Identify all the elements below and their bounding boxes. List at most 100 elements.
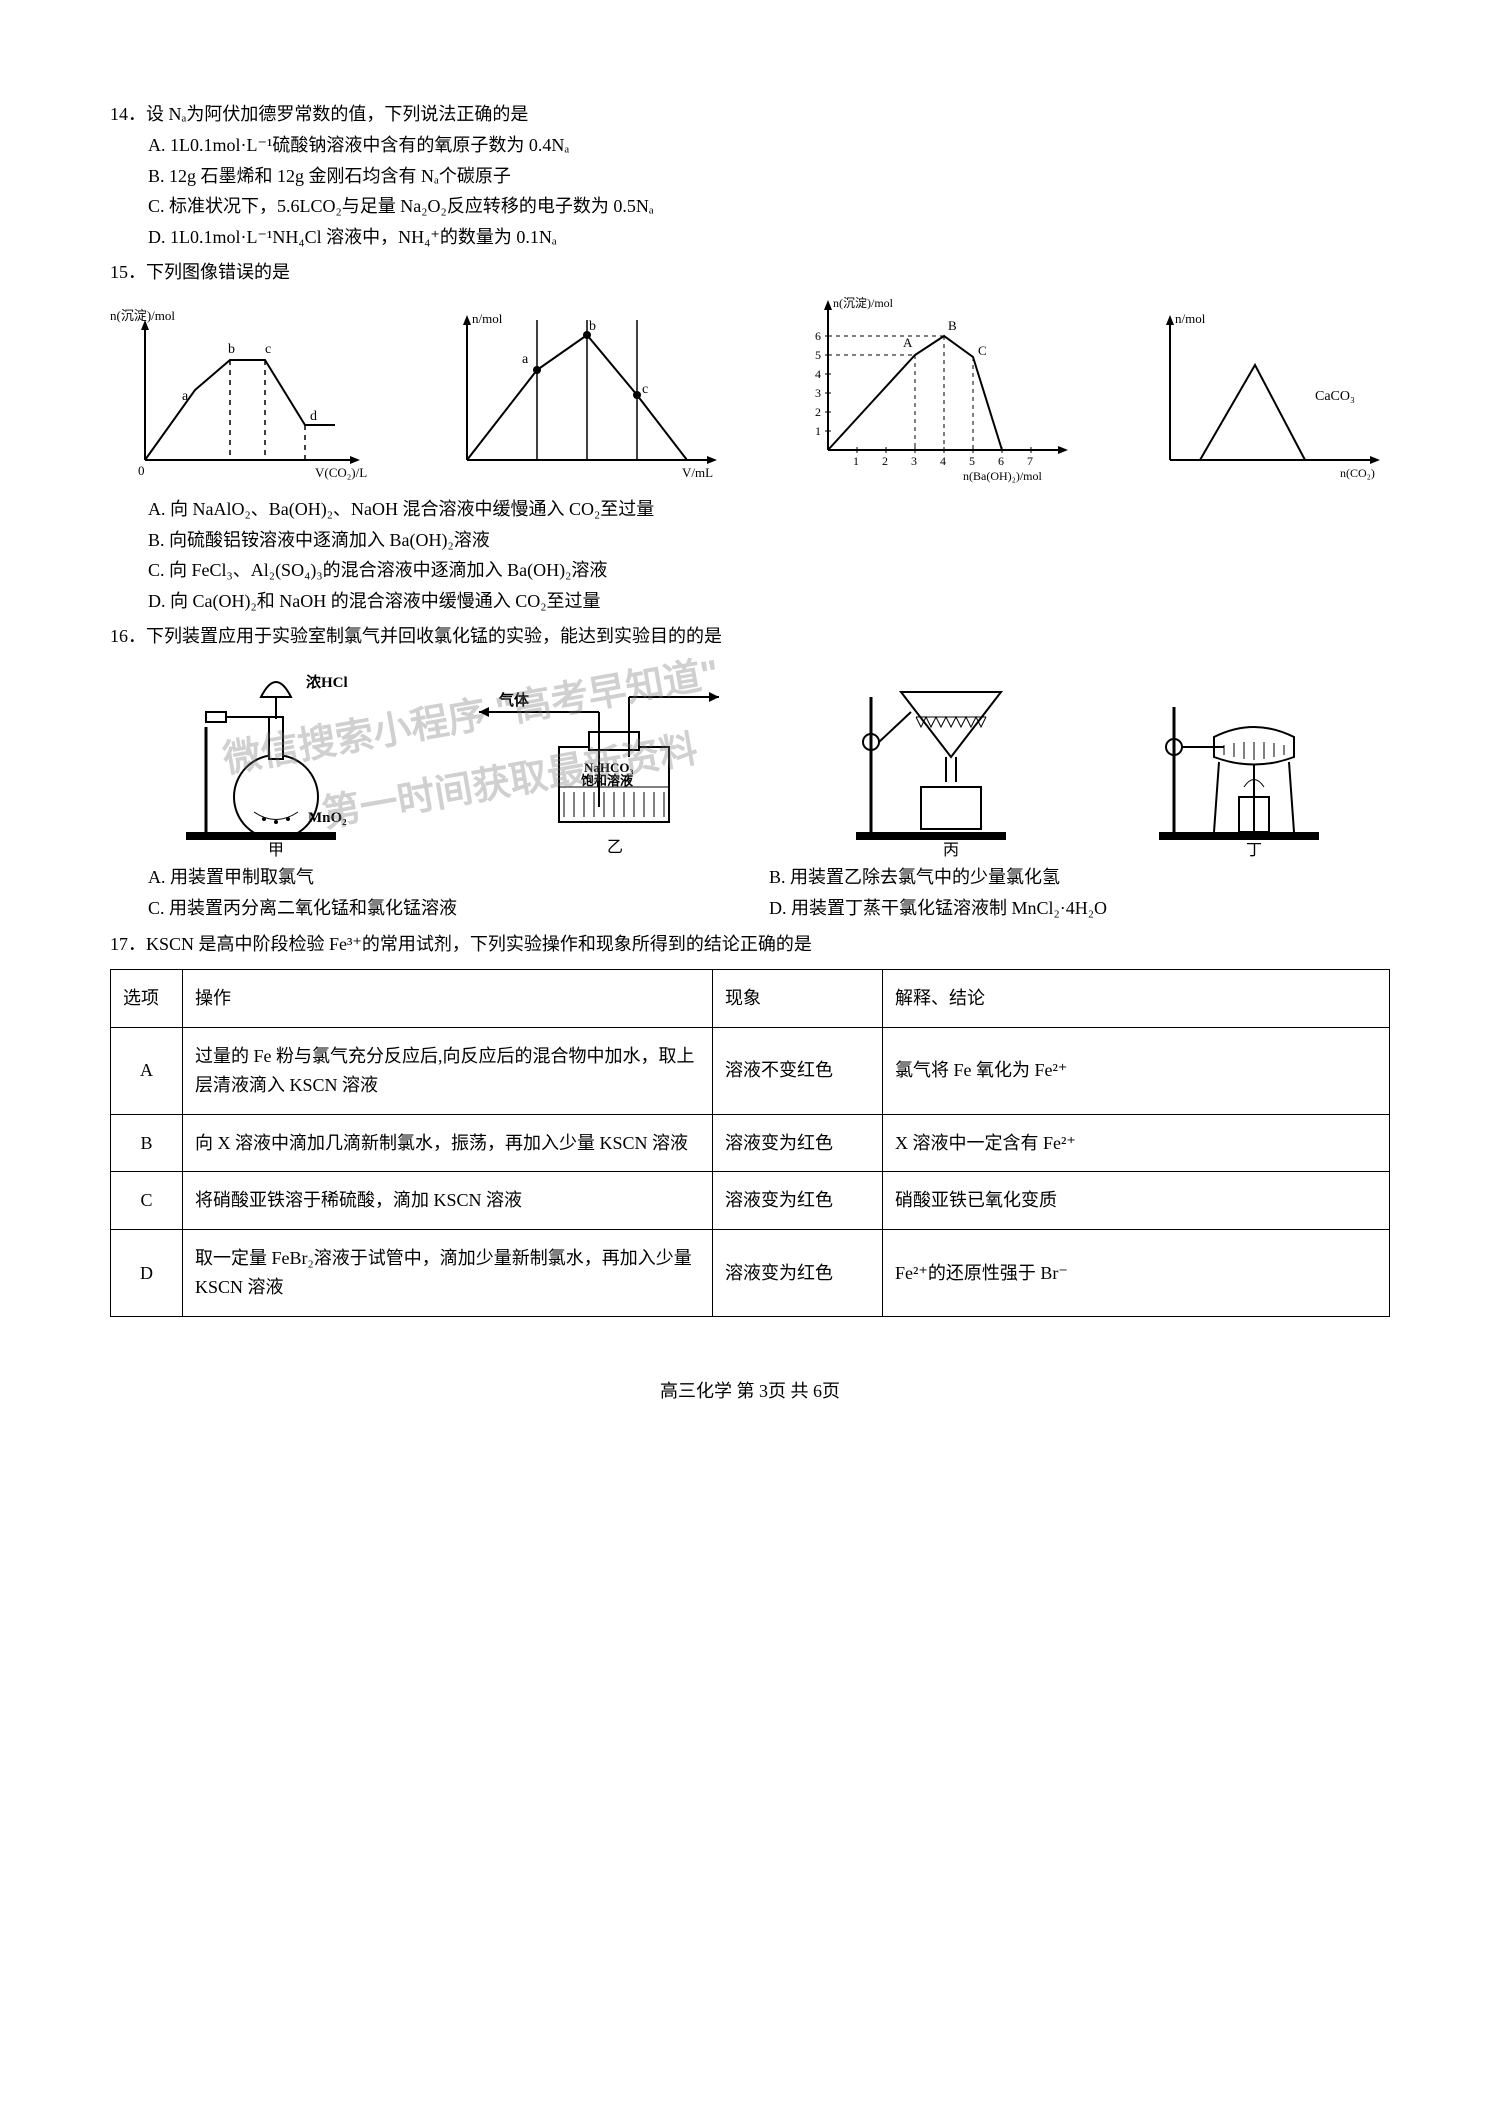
th-concl: 解释、结论: [883, 970, 1390, 1028]
q15-options: A. 向 NaAlO₂、Ba(OH)₂、NaOH 混合溶液中缓慢通入 CO₂至过…: [110, 495, 1390, 616]
q15-text: 下列图像错误的是: [146, 262, 290, 282]
table-row: D 取一定量 FeBr₂溶液于试管中，滴加少量新制氯水，再加入少量 KSCN 溶…: [111, 1230, 1390, 1317]
chart-a-svg: n(沉淀)/mol V(CO₂)/L a b c d 0: [110, 305, 370, 485]
q14-opt-a: A. 1L0.1mol·L⁻¹硫酸钠溶液中含有的氧原子数为 0.4Nₐ: [148, 131, 1390, 160]
svg-text:1: 1: [853, 454, 859, 468]
q17-text: KSCN 是高中阶段检验 Fe³⁺的常用试剂，下列实验操作和现象所得到的结论正确…: [146, 934, 812, 954]
svg-text:3: 3: [911, 454, 917, 468]
q15-chart-row: n(沉淀)/mol V(CO₂)/L a b c d 0 n/mol: [110, 295, 1390, 485]
q14-stem: 14．设 Nₐ为阿伏加德罗常数的值，下列说法正确的是: [110, 100, 1390, 129]
svg-text:0: 0: [138, 463, 145, 478]
svg-text:3: 3: [815, 386, 821, 400]
q16-opt-b: B. 用装置乙除去氯气中的少量氯化氢: [769, 863, 1390, 892]
chart-c-svg: n(沉淀)/mol n(Ba(OH)₂)/mol 1 2 3 4 5 6 1 2…: [783, 295, 1083, 485]
svg-text:5: 5: [815, 348, 821, 362]
chart-d-annot: CaCO₃: [1315, 389, 1355, 404]
chart-c-label-B: B: [948, 318, 957, 333]
q14-opt-b: B. 12g 石墨烯和 12g 金刚石均含有 Nₐ个碳原子: [148, 162, 1390, 191]
chart-d-ylabel: n/mol: [1175, 311, 1206, 326]
label-hcl: 浓HCl: [306, 674, 348, 691]
q15-opt-a: A. 向 NaAlO₂、Ba(OH)₂、NaOH 混合溶液中缓慢通入 CO₂至过…: [148, 495, 1390, 524]
svg-text:1: 1: [815, 424, 821, 438]
chart-a-label-d: d: [310, 409, 317, 424]
q15-chart-d: n/mol n(CO₂) CaCO₃: [1140, 305, 1390, 485]
q17-num: 17．: [110, 934, 146, 954]
cell-c-op: 将硝酸亚铁溶于稀硫酸，滴加 KSCN 溶液: [183, 1172, 713, 1230]
chart-a-label-c: c: [265, 342, 271, 357]
q15-stem: 15．下列图像错误的是: [110, 258, 1390, 287]
svg-text:4: 4: [940, 454, 946, 468]
label-jia: 甲: [268, 842, 284, 857]
question-17: 17．KSCN 是高中阶段检验 Fe³⁺的常用试剂，下列实验操作和现象所得到的结…: [110, 930, 1390, 1316]
q14-opt-c: C. 标准状况下，5.6LCO₂与足量 Na₂O₂反应转移的电子数为 0.5Nₐ: [148, 192, 1390, 221]
q17-table: 选项 操作 现象 解释、结论 A 过量的 Fe 粉与氯气充分反应后,向反应后的混…: [110, 969, 1390, 1317]
chart-a-label-b: b: [228, 342, 235, 357]
cell-b-op: 向 X 溶液中滴加几滴新制氯水，振荡，再加入少量 KSCN 溶液: [183, 1114, 713, 1172]
cell-a-phen: 溶液不变红色: [713, 1027, 883, 1114]
cell-a-concl: 氯气将 Fe 氧化为 Fe²⁺: [883, 1027, 1390, 1114]
cell-d-phen: 溶液变为红色: [713, 1230, 883, 1317]
chart-b-label-a: a: [522, 352, 529, 367]
q15-opt-b: B. 向硫酸铝铵溶液中逐滴加入 Ba(OH)₂溶液: [148, 526, 1390, 555]
q14-options: A. 1L0.1mol·L⁻¹硫酸钠溶液中含有的氧原子数为 0.4Nₐ B. 1…: [110, 131, 1390, 252]
q15-chart-a: n(沉淀)/mol V(CO₂)/L a b c d 0: [110, 305, 370, 485]
label-bing: 丙: [943, 842, 959, 857]
label-mno2: MnO₂: [308, 810, 347, 826]
th-phen: 现象: [713, 970, 883, 1028]
label-gas: 气体: [498, 691, 530, 709]
table-header-row: 选项 操作 现象 解释、结论: [111, 970, 1390, 1028]
chart-b-label-c: c: [642, 382, 648, 397]
chart-c-label-A: A: [903, 335, 913, 350]
cell-c-phen: 溶液变为红色: [713, 1172, 883, 1230]
table-row: C 将硝酸亚铁溶于稀硫酸，滴加 KSCN 溶液 溶液变为红色 硝酸亚铁已氧化变质: [111, 1172, 1390, 1230]
cell-b-phen: 溶液变为红色: [713, 1114, 883, 1172]
svg-text:5: 5: [969, 454, 975, 468]
th-op: 操作: [183, 970, 713, 1028]
q14-opt-d: D. 1L0.1mol·L⁻¹NH₄Cl 溶液中，NH₄⁺的数量为 0.1Nₐ: [148, 223, 1390, 252]
q16-text: 下列装置应用于实验室制氯气并回收氯化锰的实验，能达到实验目的的是: [146, 626, 722, 646]
cell-b-concl: X 溶液中一定含有 Fe²⁺: [883, 1114, 1390, 1172]
chart-b-ylabel: n/mol: [472, 311, 503, 326]
chart-a-xlabel: V(CO₂)/L: [315, 465, 367, 480]
q16-opt-a: A. 用装置甲制取氯气: [148, 863, 769, 892]
chart-a-ylabel: n(沉淀)/mol: [110, 308, 175, 323]
chart-c-label-C: C: [978, 343, 987, 358]
apparatus-jia: 浓HCl MnO₂ 甲: [146, 657, 376, 857]
question-16: 16．下列装置应用于实验室制氯气并回收氯化锰的实验，能达到实验目的的是 微信搜索…: [110, 622, 1390, 924]
cell-a-opt: A: [111, 1027, 183, 1114]
cell-c-opt: C: [111, 1172, 183, 1230]
chart-d-svg: n/mol n(CO₂) CaCO₃: [1140, 305, 1390, 485]
q15-opt-c: C. 向 FeCl₃、Al₂(SO₄)₃的混合溶液中逐滴加入 Ba(OH)₂溶液: [148, 556, 1390, 585]
q16-opt-d: D. 用装置丁蒸干氯化锰溶液制 MnCl₂·4H₂O: [769, 894, 1390, 923]
chart-b-xlabel: V/mL: [682, 465, 713, 480]
question-14: 14．设 Nₐ为阿伏加德罗常数的值，下列说法正确的是 A. 1L0.1mol·L…: [110, 100, 1390, 252]
chart-c-ylabel: n(沉淀)/mol: [833, 296, 894, 310]
chart-b-svg: n/mol V/mL a b c: [427, 305, 727, 485]
apparatus-ding: 丁: [1124, 657, 1354, 857]
label-yi: 乙: [607, 839, 623, 856]
question-15: 15．下列图像错误的是 n(沉淀)/mol V(CO₂)/L a b c d 0: [110, 258, 1390, 616]
cell-b-opt: B: [111, 1114, 183, 1172]
label-ding: 丁: [1246, 842, 1262, 857]
table-row: B 向 X 溶液中滴加几滴新制氯水，振荡，再加入少量 KSCN 溶液 溶液变为红…: [111, 1114, 1390, 1172]
chart-b-label-b: b: [589, 319, 596, 334]
svg-text:6: 6: [815, 329, 821, 343]
q14-num: 14．: [110, 104, 146, 124]
apparatus-bing: 丙: [821, 657, 1051, 857]
label-nahco3-2: 饱和溶液: [580, 773, 633, 788]
q17-stem: 17．KSCN 是高中阶段检验 Fe³⁺的常用试剂，下列实验操作和现象所得到的结…: [110, 930, 1390, 959]
cell-a-op: 过量的 Fe 粉与氯气充分反应后,向反应后的混合物中加水，取上层清液滴入 KSC…: [183, 1027, 713, 1114]
apparatus-yi: 气体 NaHCO₃ 饱和溶液 乙: [449, 657, 749, 857]
q15-chart-c: n(沉淀)/mol n(Ba(OH)₂)/mol 1 2 3 4 5 6 1 2…: [783, 295, 1083, 485]
q16-diagrams: 微信搜索小程序 "高考早知道" 第一时间获取最新资料 浓HCl MnO₂ 甲: [110, 657, 1390, 857]
cell-d-concl: Fe²⁺的还原性强于 Br⁻: [883, 1230, 1390, 1317]
svg-text:6: 6: [998, 454, 1004, 468]
chart-c-xlabel: n(Ba(OH)₂)/mol: [963, 469, 1042, 483]
q16-opt-c: C. 用装置丙分离二氧化锰和氯化锰溶液: [148, 894, 769, 923]
q16-stem: 16．下列装置应用于实验室制氯气并回收氯化锰的实验，能达到实验目的的是: [110, 622, 1390, 651]
q15-chart-b: n/mol V/mL a b c: [427, 305, 727, 485]
table-row: A 过量的 Fe 粉与氯气充分反应后,向反应后的混合物中加水，取上层清液滴入 K…: [111, 1027, 1390, 1114]
cell-d-op: 取一定量 FeBr₂溶液于试管中，滴加少量新制氯水，再加入少量 KSCN 溶液: [183, 1230, 713, 1317]
cell-c-concl: 硝酸亚铁已氧化变质: [883, 1172, 1390, 1230]
svg-text:2: 2: [815, 405, 821, 419]
